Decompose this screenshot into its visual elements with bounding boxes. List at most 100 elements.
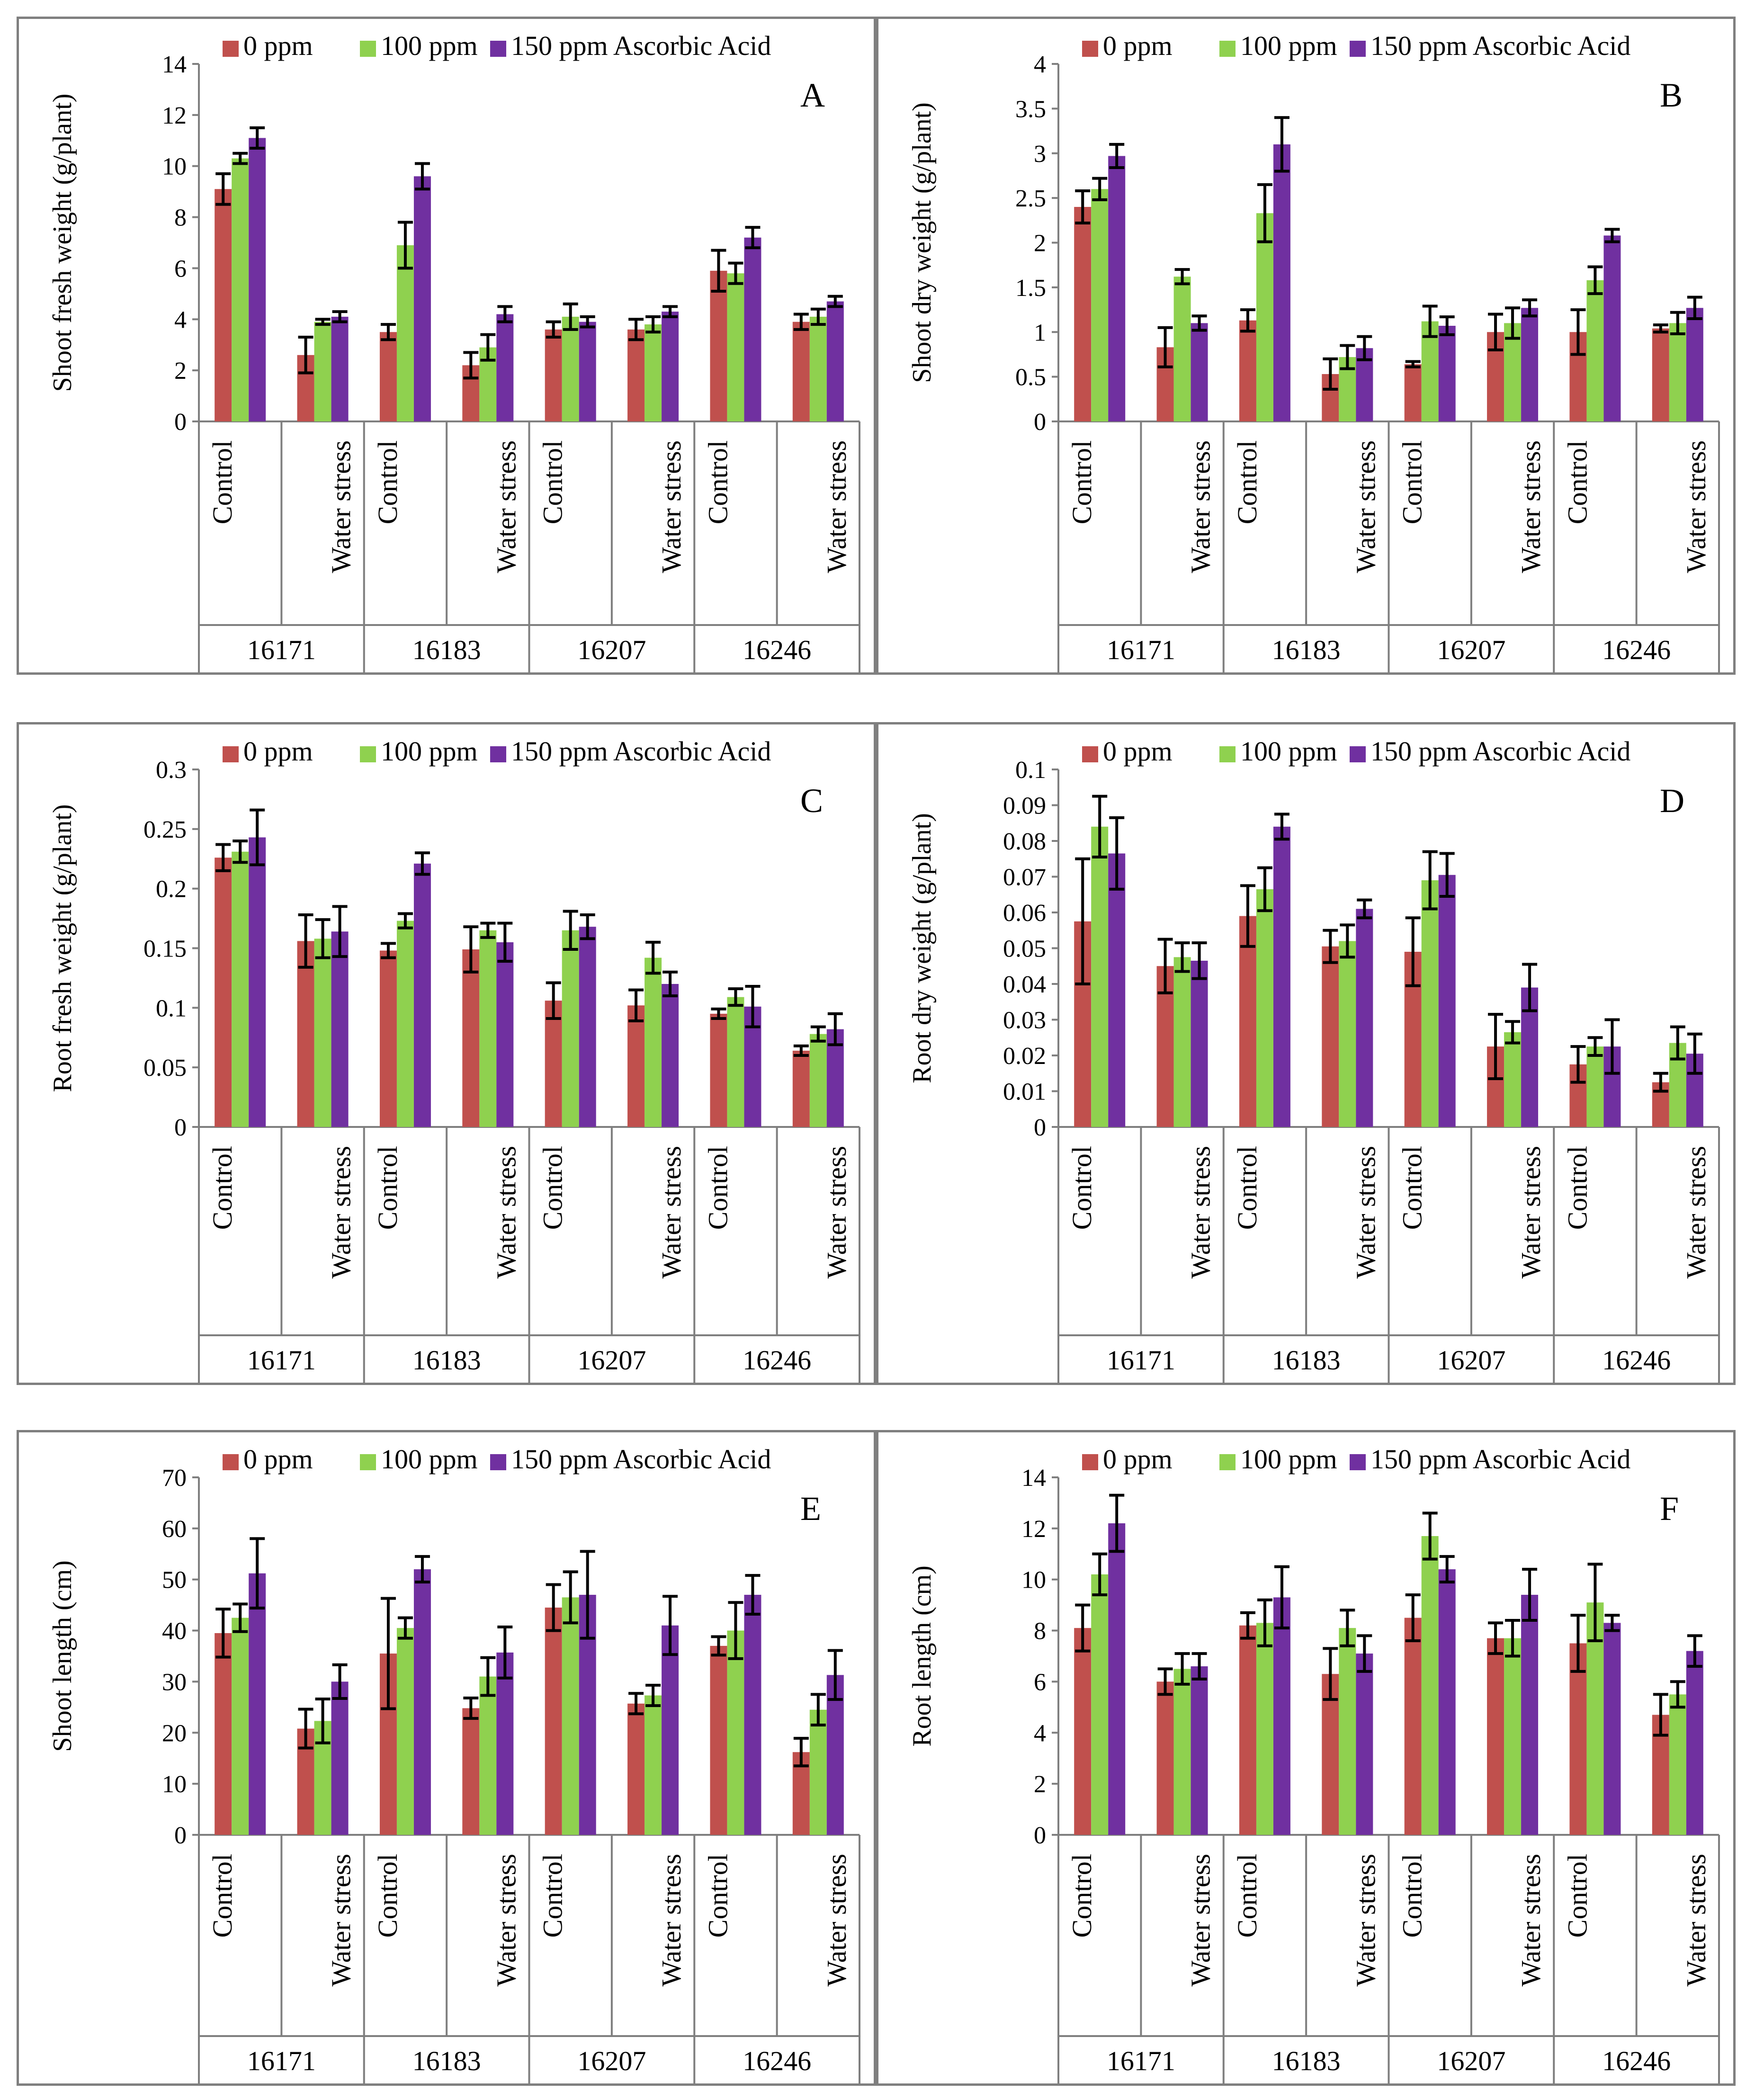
y-tick-label: 14 [162,51,187,78]
panel-label: E [800,1490,821,1528]
x-tick-label: Water stress [1185,440,1216,573]
bar [379,332,397,421]
bar [662,1625,679,1835]
legend-swatch [1082,41,1098,57]
x-group-label: 16171 [1107,634,1175,665]
bar [1191,960,1208,1127]
y-tick-label: 0 [174,1822,187,1849]
x-group-label: 16171 [247,2046,316,2076]
y-tick-label: 0 [174,1114,187,1141]
x-tick-label: Water stress [326,1146,357,1278]
bar [562,316,579,421]
bar [1074,207,1092,421]
bar [545,1001,562,1127]
chart-svg-f: 0 ppm 100 ppm 150 ppm Ascorbic Acid F 0 2 4 6 8 1… [907,1444,1720,2083]
bar [579,927,596,1127]
bar [1438,1569,1456,1835]
x-tick-label: Water stress [1350,1146,1381,1278]
y-tick-label: 2 [1034,1771,1046,1798]
chart-svg-e: 0 ppm 100 ppm 150 ppm Ascorbic Acid E 0 10 20 3… [48,1444,860,2083]
bar [249,138,266,422]
x-tick-label: Control [207,1146,238,1230]
y-tick-label: 10 [162,1771,187,1798]
legend-label: 150 ppm Ascorbic Acid [1370,736,1630,767]
legend-swatch [490,41,506,57]
chart-panel-a: 0 ppm 100 ppm 150 ppm Ascorbic Acid A 0 2 4 6 8 1… [17,17,876,675]
bar [462,949,480,1127]
y-tick-label: 14 [1021,1465,1046,1492]
y-tick-label: 12 [1021,1516,1046,1543]
x-tick-label: Water stress [491,440,521,573]
x-group-label: 16246 [743,1345,811,1376]
bar [1156,1681,1174,1835]
bar [413,1569,431,1835]
bar [1239,916,1256,1127]
bar [297,941,314,1127]
x-group-label: 16246 [1602,2046,1671,2076]
bar [1273,144,1290,421]
bar [662,984,679,1127]
panel-label: D [1660,782,1684,820]
x-tick-label: Water stress [1515,1146,1546,1278]
bar [710,1013,727,1127]
y-axis-label: Root fresh weight (g/plant) [48,804,77,1092]
chart-panel-d: 0 ppm 100 ppm 150 ppm Ascorbic Acid D 0 0.01 0… [876,722,1736,1385]
x-tick-label: Control [702,1854,733,1938]
x-tick-label: Water stress [1515,1854,1546,1986]
bar [1404,364,1422,421]
bar [496,314,514,421]
bar [792,1050,810,1127]
bar [1173,957,1191,1127]
x-group-label: 16207 [577,1345,646,1376]
y-tick-label: 4 [1034,1720,1046,1747]
x-tick-label: Water stress [821,440,852,573]
legend-swatch [360,1454,376,1470]
x-group-label: 16171 [1107,1345,1175,1376]
legend-swatch [360,41,376,57]
chart-panel-e: 0 ppm 100 ppm 150 ppm Ascorbic Acid E 0 10 20 3… [17,1430,876,2086]
y-tick-label: 30 [162,1669,187,1696]
x-group-label: 16183 [1272,2046,1341,2076]
bar [1603,1623,1621,1835]
bar [1108,1523,1126,1835]
bar [1487,1638,1504,1835]
panel-label: F [1660,1490,1679,1528]
bar [413,176,431,421]
y-tick-label: 0.03 [1003,1007,1046,1034]
legend-label: 100 ppm [381,1444,478,1474]
bar [645,957,662,1127]
x-tick-label: Water stress [1350,1854,1381,1986]
legend-swatch [1219,41,1236,57]
bar [462,1708,480,1835]
bar [627,1703,645,1835]
chart-svg-c: 0 ppm 100 ppm 150 ppm Ascorbic Acid C 0 0.05 0… [48,736,860,1383]
bar [331,316,349,421]
bar [1504,1638,1522,1835]
x-tick-label: Water stress [491,1146,521,1278]
legend-label: 0 ppm [243,1444,313,1474]
bar [1273,826,1290,1127]
bar [1669,323,1686,421]
y-tick-label: 10 [162,153,187,180]
y-tick-label: 20 [162,1720,187,1747]
legend-label: 0 ppm [1103,1444,1173,1474]
bar [331,1681,349,1835]
chart-svg-b: 0 ppm 100 ppm 150 ppm Ascorbic Acid B 0 0.5 1 1… [907,30,1720,672]
y-tick-label: 6 [1034,1669,1046,1696]
bar [1421,880,1439,1127]
bar [545,1608,562,1835]
bar [479,930,497,1127]
chart-panel-f: 0 ppm 100 ppm 150 ppm Ascorbic Acid F 0 2 4 6 8 1… [876,1430,1736,2086]
legend-label: 150 ppm Ascorbic Acid [511,30,771,61]
bar [645,324,662,421]
legend-swatch [360,746,376,762]
bar [1256,889,1273,1127]
bar [1256,213,1273,421]
x-tick-label: Control [1066,440,1097,524]
x-tick-label: Control [1562,440,1593,524]
bar [1339,941,1356,1127]
bar [662,312,679,421]
bar [1438,875,1456,1127]
y-tick-label: 0 [1034,1822,1046,1849]
bar [627,329,645,421]
